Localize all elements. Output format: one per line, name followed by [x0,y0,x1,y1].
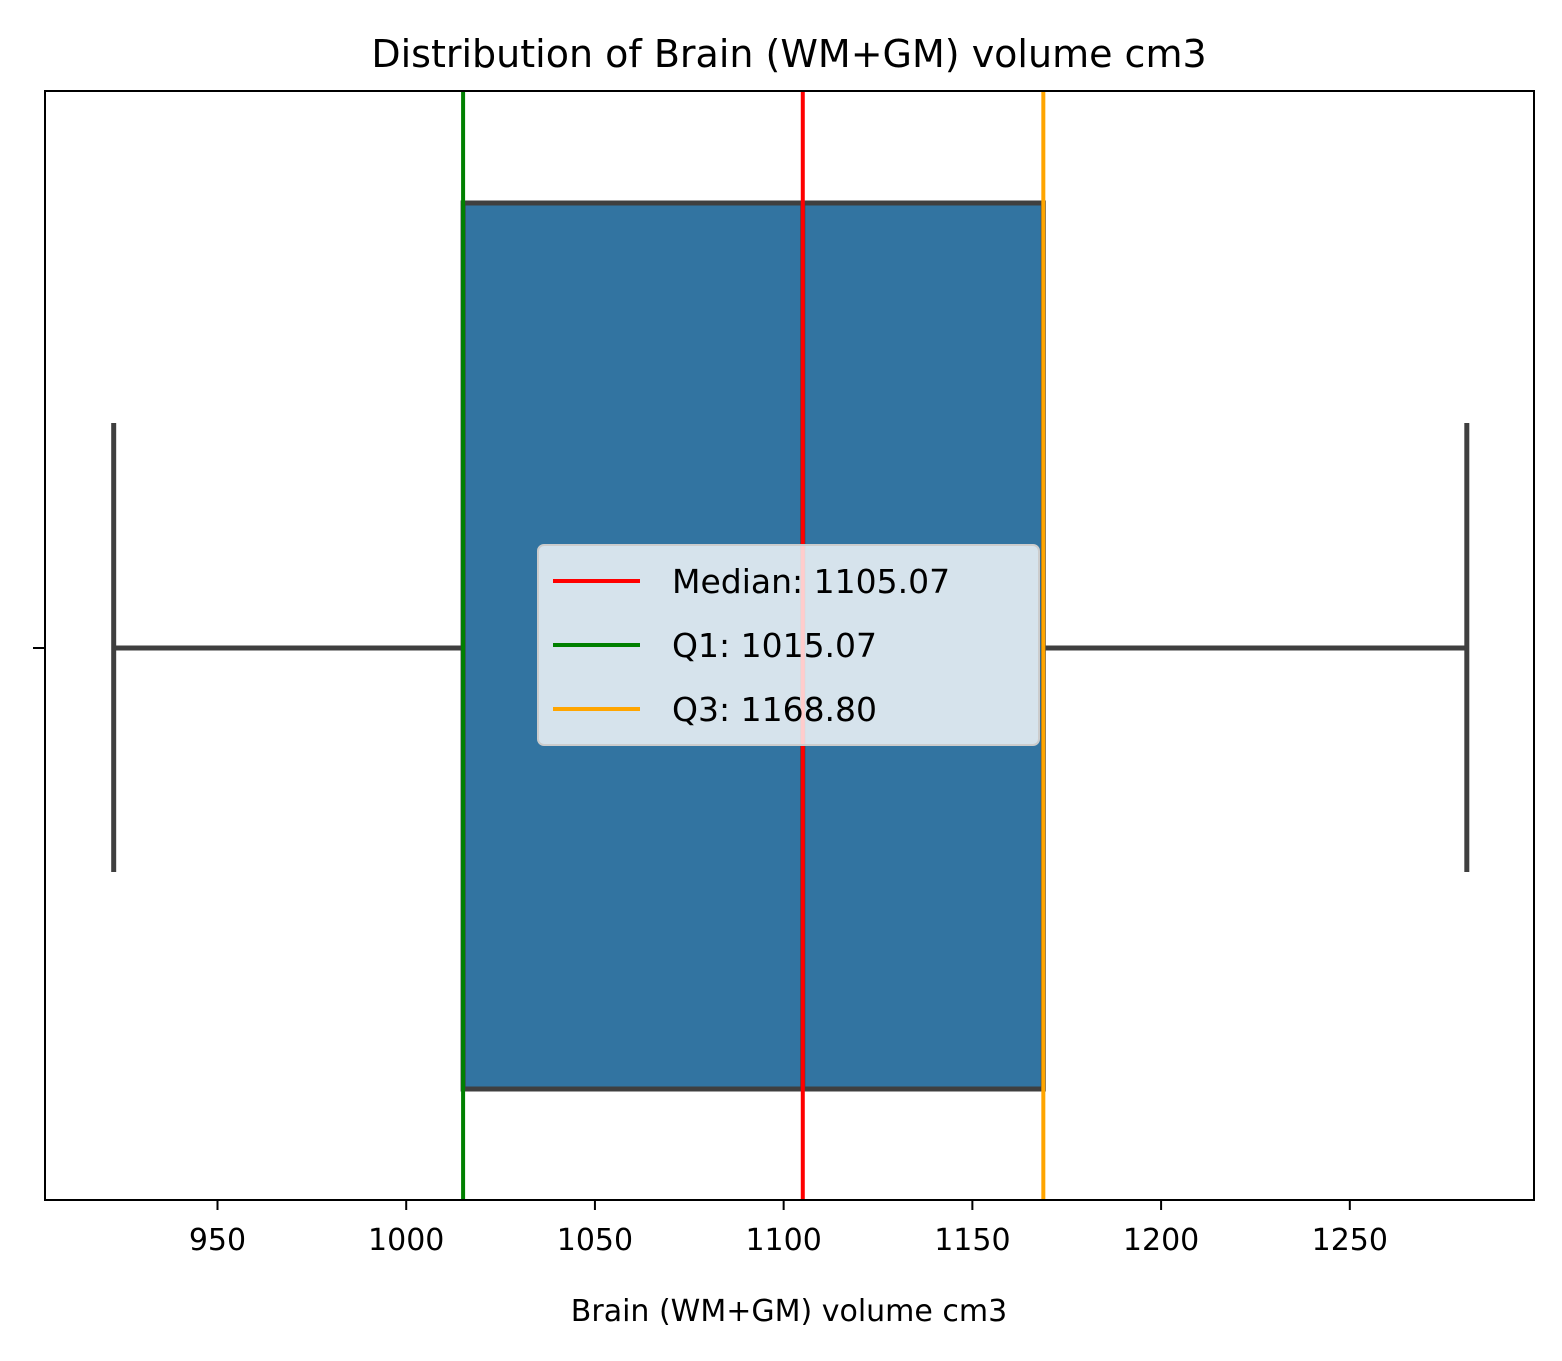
x-tick-label: 950 [189,1223,246,1258]
legend-box [537,544,1040,746]
legend-label-median: Median: 1105.07 [672,562,950,601]
x-tick-label: 1200 [1123,1223,1199,1258]
x-tick-label: 1100 [745,1223,821,1258]
plot-frame [44,90,1535,1201]
x-tick-label: 1000 [368,1223,444,1258]
legend-label-q1: Q1: 1015.07 [672,626,877,665]
legend-label-q3: Q3: 1168.80 [672,690,877,729]
chart-title: Distribution of Brain (WM+GM) volume cm3 [371,32,1206,76]
x-tick-label: 1250 [1312,1223,1388,1258]
x-tick-label: 1050 [557,1223,633,1258]
legend: Median: 1105.07 Q1: 1015.07 Q3: 1168.80 [537,544,1040,746]
x-axis-label: Brain (WM+GM) volume cm3 [571,1294,1007,1329]
x-tick-label: 1150 [934,1223,1010,1258]
